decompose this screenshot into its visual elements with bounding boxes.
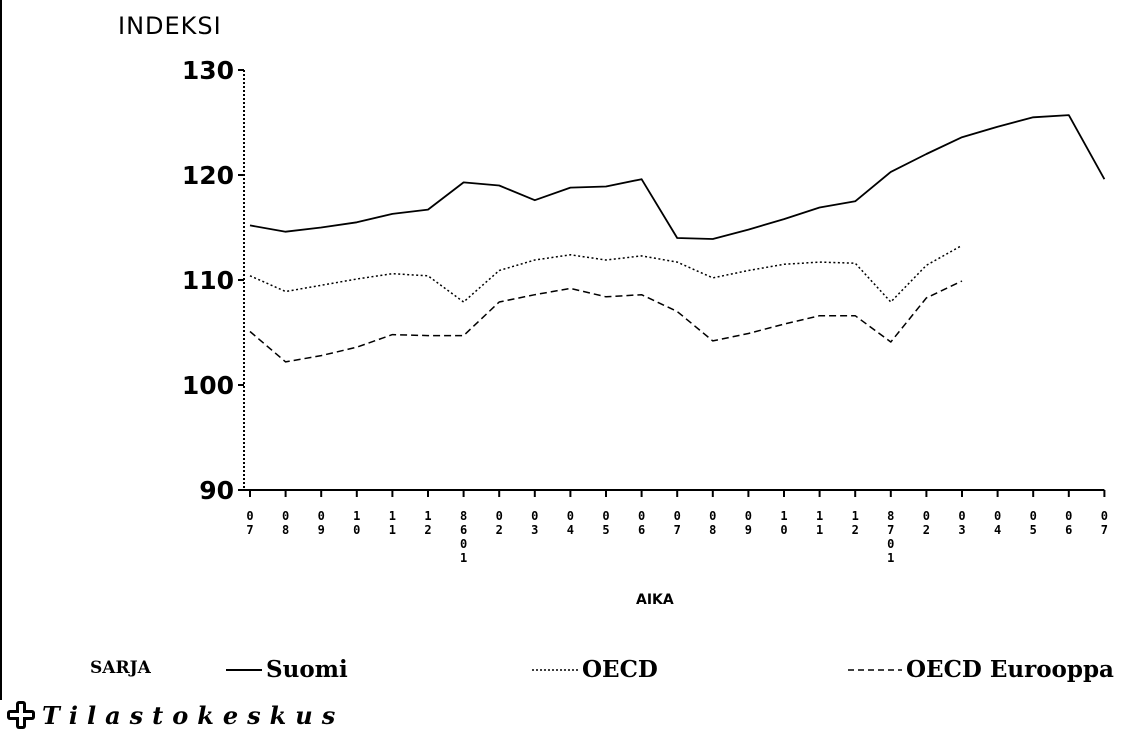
legend-swatch-dotted [532,668,578,671]
y-axis-label: INDEKSI [118,12,222,40]
page-left-border [0,0,2,700]
legend-item-oecd: OECD [532,656,658,683]
y-tick-label-90: 90 [199,476,234,505]
legend-label-oecd: OECD [582,656,658,683]
legend: SARJA Suomi OECD OECD Eurooppa [90,656,1134,690]
footer-brand: Tilastokeskus [6,700,344,730]
chart-axes: 90 100 110 120 130 0 7 0 8 0 9 1 0 1 1 1 2 8 6 0 1 0 2 0 3 0 4 0 5 0 6… [182,56,1108,565]
legend-item-oecd-eurooppa: OECD Eurooppa [848,656,1114,683]
legend-swatch-dashed [848,668,902,671]
legend-item-suomi: Suomi [226,656,348,683]
legend-label-suomi: Suomi [266,656,348,683]
x-axis-label: AIKA [636,592,674,608]
legend-title: SARJA [90,658,151,678]
y-tick-label-120: 120 [182,161,234,190]
series-line-suomi [249,114,1106,240]
y-tick-label-130: 130 [182,56,234,85]
chart-series [249,114,1106,363]
series-line-oecd-eurooppa [249,280,963,363]
footer-brand-text: Tilastokeskus [42,700,345,730]
tilastokeskus-logo-icon [7,701,35,729]
y-tick-label-110: 110 [182,266,234,295]
series-line-oecd [249,244,963,303]
y-tick-label-100: 100 [182,371,234,400]
legend-swatch-solid [226,668,262,671]
legend-label-oecd-eurooppa: OECD Eurooppa [906,656,1114,683]
line-chart: 90 100 110 120 130 0 7 0 8 0 9 1 0 1 1 1 2 8 6 0 1 0 2 0 3 0 4 0 5 0 6… [182,56,1108,565]
